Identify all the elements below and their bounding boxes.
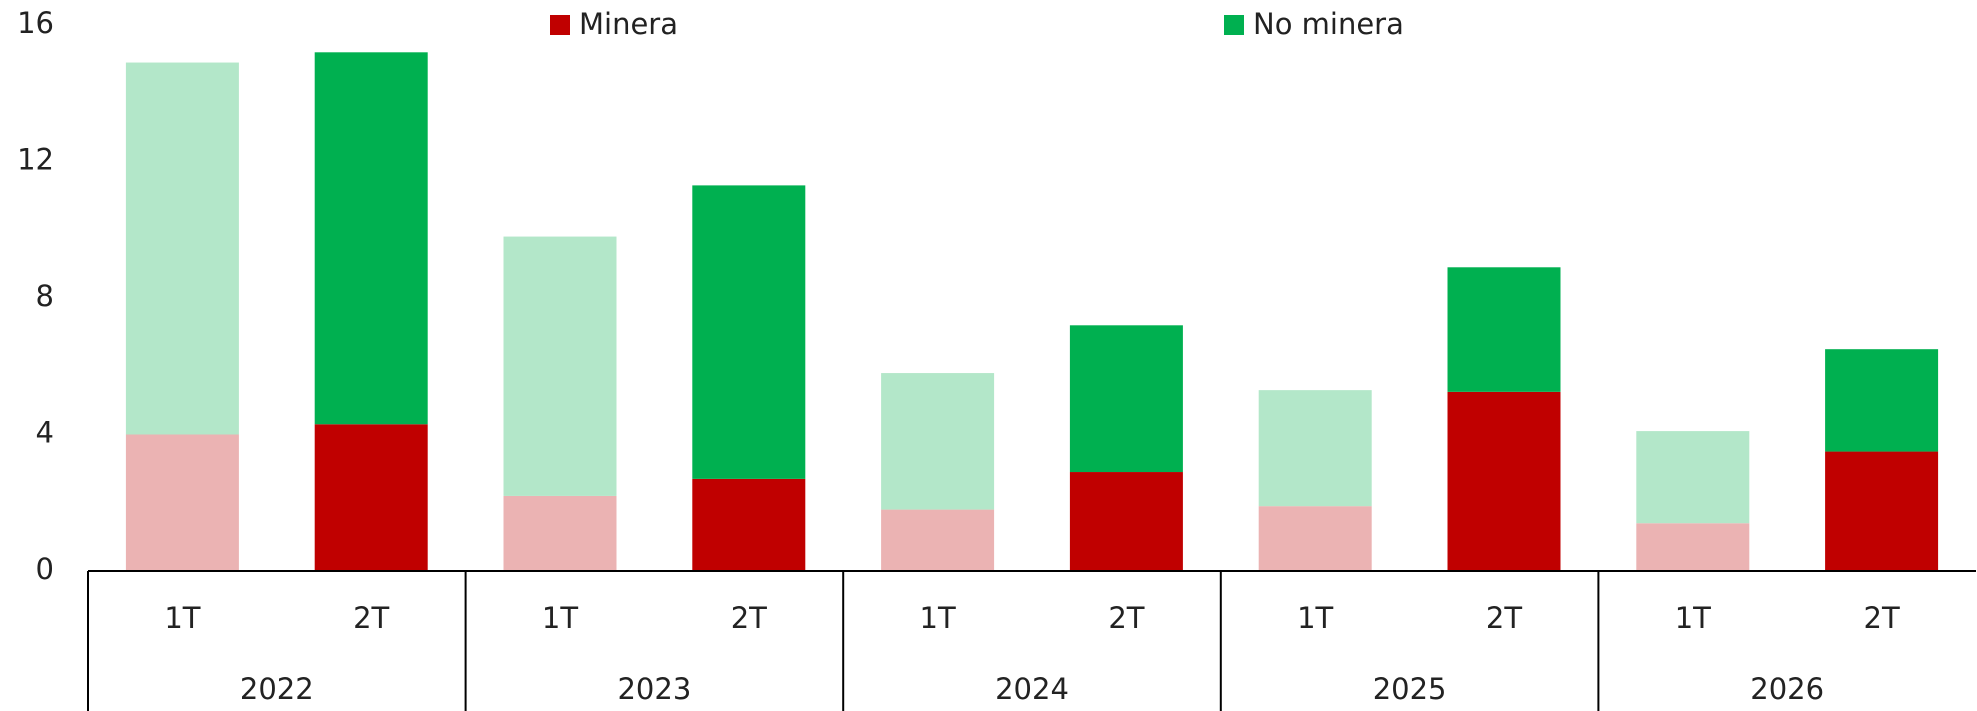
bar-segment	[881, 509, 995, 571]
group-label: 2024	[995, 672, 1069, 706]
y-tick-label: 8	[36, 279, 54, 313]
x-tick-label: 2T	[731, 601, 767, 635]
y-tick-label: 12	[17, 143, 54, 177]
bar-segment	[503, 495, 617, 571]
legend-swatch	[1224, 15, 1244, 35]
bar-segment	[125, 62, 239, 435]
bar-segment	[1636, 431, 1750, 524]
x-tick-label: 2T	[1864, 601, 1900, 635]
bar-segment	[1825, 451, 1939, 571]
y-tick-label: 4	[36, 416, 54, 450]
bar-segment	[1447, 391, 1561, 571]
x-tick-label: 2T	[1486, 601, 1522, 635]
bar-segment	[1069, 472, 1183, 571]
group-label: 2022	[240, 672, 314, 706]
group-label: 2025	[1373, 672, 1447, 706]
legend-label: Minera	[579, 7, 678, 41]
x-tick-label: 1T	[164, 601, 200, 635]
bar-segment	[503, 236, 617, 496]
x-tick-label: 1T	[920, 601, 956, 635]
x-tick-label: 1T	[542, 601, 578, 635]
bar-segment	[314, 52, 428, 425]
bar-segment	[1447, 267, 1561, 392]
x-tick-label: 2T	[1108, 601, 1144, 635]
x-tick-label: 1T	[1675, 601, 1711, 635]
bar-segment	[314, 424, 428, 571]
x-tick-label: 1T	[1297, 601, 1333, 635]
bar-segment	[1825, 349, 1939, 452]
bar-segment	[692, 185, 806, 479]
y-tick-label: 16	[17, 6, 54, 40]
x-tick-label: 2T	[353, 601, 389, 635]
bar-segment	[881, 373, 995, 510]
legend-label: No minera	[1253, 7, 1404, 41]
group-label: 2026	[1750, 672, 1824, 706]
bar-segment	[692, 478, 806, 571]
y-tick-label: 0	[36, 552, 54, 586]
bar-segment	[1258, 506, 1372, 571]
bar-segment	[1069, 325, 1183, 473]
group-label: 2023	[617, 672, 691, 706]
legend-swatch	[550, 15, 570, 35]
bar-segment	[125, 434, 239, 571]
bar-segment	[1636, 523, 1750, 571]
bar-segment	[1258, 390, 1372, 507]
